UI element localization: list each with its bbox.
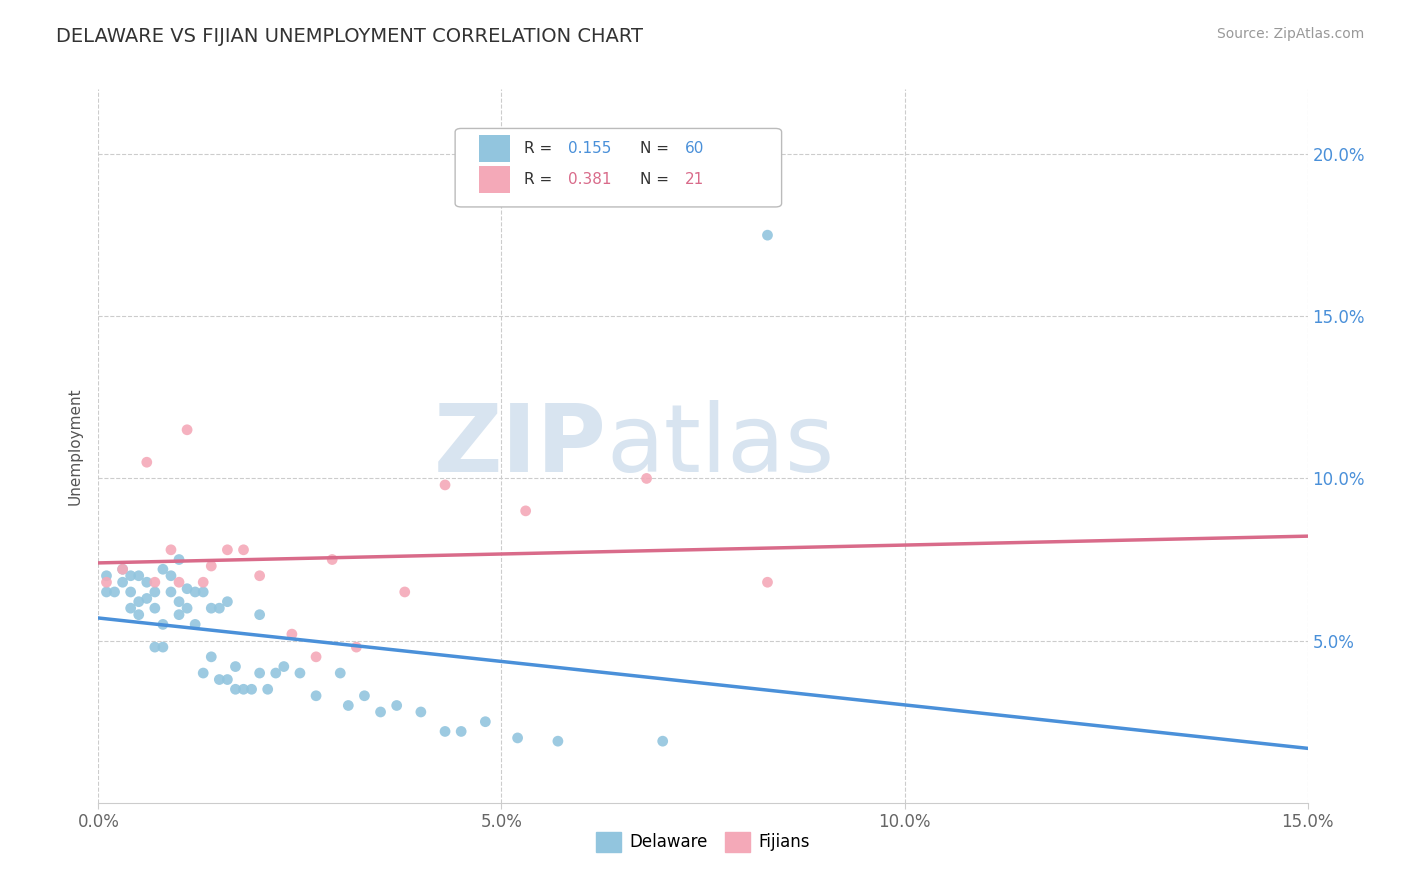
Point: [337, 698, 360, 713]
Point: [200, 559, 222, 574]
Point: [756, 575, 779, 590]
Text: atlas: atlas: [606, 400, 835, 492]
Point: [103, 585, 125, 599]
Text: 21: 21: [685, 171, 704, 186]
Point: [208, 601, 231, 615]
Point: [217, 542, 239, 557]
Point: [353, 689, 375, 703]
Text: N =: N =: [640, 141, 673, 156]
Point: [193, 585, 215, 599]
Point: [305, 649, 328, 664]
Point: [321, 552, 343, 566]
Point: [96, 575, 118, 590]
Point: [128, 595, 150, 609]
Point: [143, 585, 166, 599]
Point: [167, 552, 190, 566]
Point: [184, 617, 207, 632]
Point: [167, 595, 190, 609]
Point: [636, 471, 658, 485]
Point: [344, 640, 367, 654]
Point: [120, 601, 142, 615]
Point: [135, 575, 157, 590]
Point: [249, 568, 271, 582]
Point: [434, 478, 457, 492]
Point: [184, 585, 207, 599]
Point: [450, 724, 472, 739]
Point: [120, 568, 142, 582]
Text: 0.155: 0.155: [568, 141, 612, 156]
FancyBboxPatch shape: [456, 128, 782, 207]
Point: [143, 575, 166, 590]
Y-axis label: Unemployment: Unemployment: [67, 387, 83, 505]
Point: [135, 455, 157, 469]
Point: [176, 582, 198, 596]
Point: [474, 714, 496, 729]
Legend: Delaware, Fijians: Delaware, Fijians: [589, 825, 817, 859]
Point: [756, 228, 779, 243]
Point: [409, 705, 432, 719]
Point: [160, 542, 183, 557]
Point: [135, 591, 157, 606]
Point: [152, 562, 174, 576]
Point: [249, 607, 271, 622]
Point: [160, 568, 183, 582]
Point: [193, 666, 215, 681]
Point: [394, 585, 416, 599]
Point: [96, 568, 118, 582]
Point: [167, 607, 190, 622]
Point: [208, 673, 231, 687]
Point: [128, 568, 150, 582]
Point: [200, 601, 222, 615]
Point: [143, 601, 166, 615]
Point: [152, 640, 174, 654]
Point: [111, 562, 134, 576]
Point: [370, 705, 392, 719]
Point: [224, 682, 246, 697]
Point: [651, 734, 673, 748]
Point: [176, 601, 198, 615]
Point: [232, 542, 254, 557]
Point: [200, 649, 222, 664]
Point: [256, 682, 278, 697]
Point: [329, 666, 352, 681]
Point: [288, 666, 311, 681]
Text: 60: 60: [685, 141, 704, 156]
Text: R =: R =: [524, 141, 557, 156]
Point: [111, 575, 134, 590]
FancyBboxPatch shape: [479, 135, 509, 162]
Point: [160, 585, 183, 599]
Text: 0.381: 0.381: [568, 171, 612, 186]
Point: [240, 682, 263, 697]
Point: [120, 585, 142, 599]
Text: N =: N =: [640, 171, 673, 186]
Point: [111, 562, 134, 576]
Point: [249, 666, 271, 681]
Point: [96, 585, 118, 599]
Point: [143, 640, 166, 654]
FancyBboxPatch shape: [479, 166, 509, 193]
Point: [217, 673, 239, 687]
Point: [273, 659, 295, 673]
Point: [281, 627, 304, 641]
Point: [152, 617, 174, 632]
Point: [547, 734, 569, 748]
Point: [176, 423, 198, 437]
Point: [193, 575, 215, 590]
Point: [305, 689, 328, 703]
Point: [232, 682, 254, 697]
Point: [167, 575, 190, 590]
Text: ZIP: ZIP: [433, 400, 606, 492]
Point: [217, 595, 239, 609]
Text: Source: ZipAtlas.com: Source: ZipAtlas.com: [1216, 27, 1364, 41]
Point: [128, 607, 150, 622]
Point: [224, 659, 246, 673]
Point: [434, 724, 457, 739]
Point: [385, 698, 408, 713]
Point: [515, 504, 537, 518]
Text: R =: R =: [524, 171, 557, 186]
Point: [264, 666, 287, 681]
Text: DELAWARE VS FIJIAN UNEMPLOYMENT CORRELATION CHART: DELAWARE VS FIJIAN UNEMPLOYMENT CORRELAT…: [56, 27, 643, 45]
Point: [506, 731, 529, 745]
